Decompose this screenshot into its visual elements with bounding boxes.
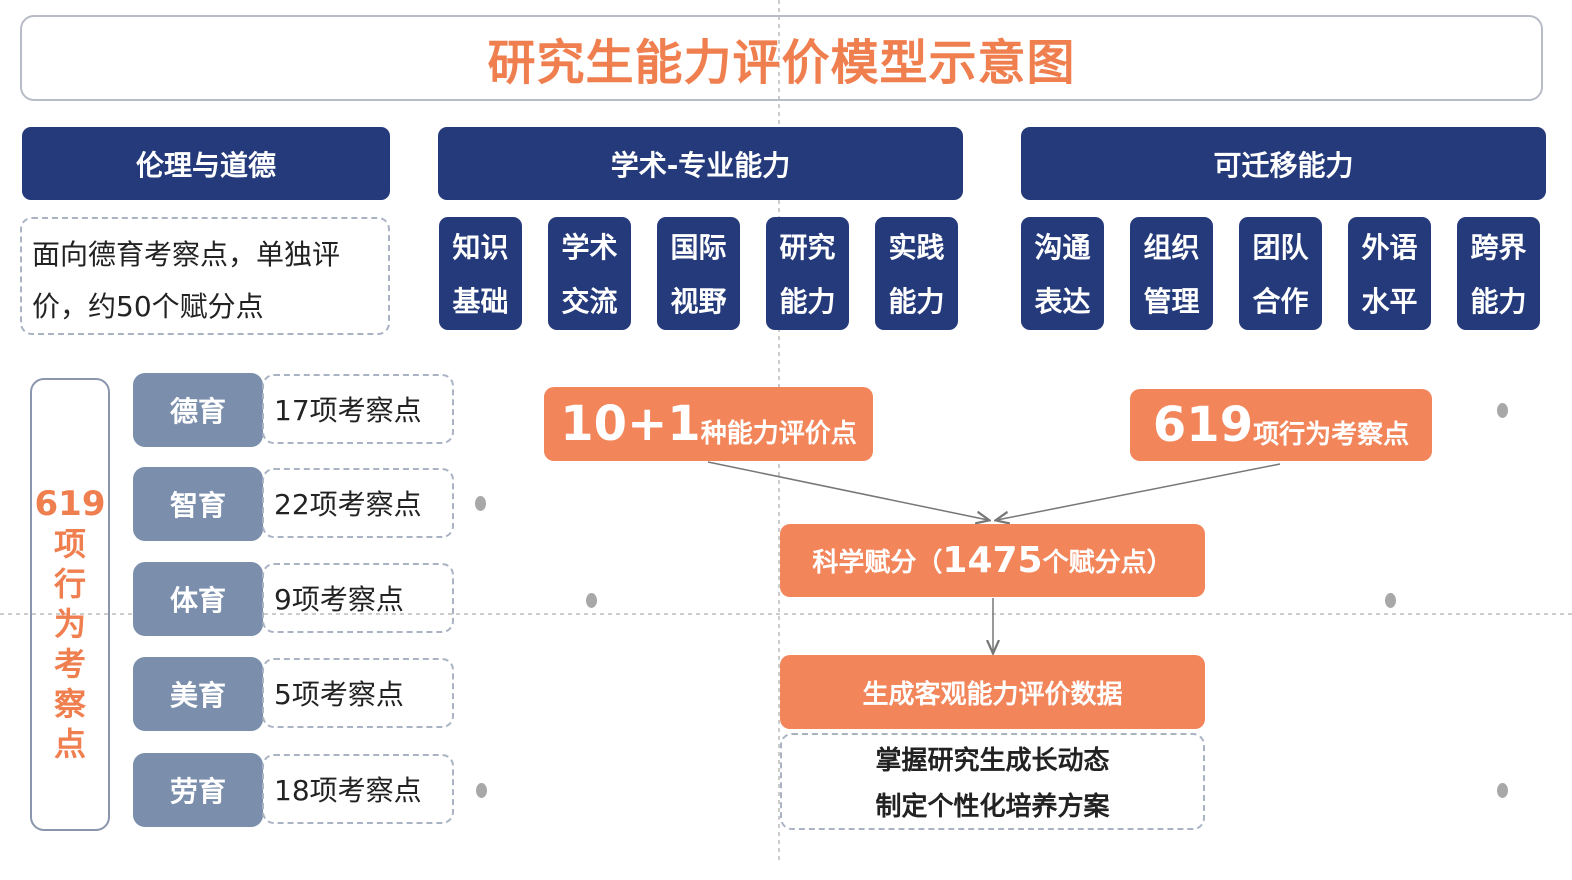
page-title: 研究生能力评价模型示意图 (487, 35, 1076, 91)
education-category: 德育 (133, 373, 263, 447)
ability-text: 种能力评价点 (700, 418, 857, 449)
academic-item: 学术交流 (548, 217, 631, 330)
transferable-item: 跨界能力 (1457, 217, 1540, 330)
academic-item: 知识基础 (439, 217, 522, 330)
education-points: 9项考察点 (262, 563, 454, 633)
academic-item-label: 实践能力 (888, 231, 945, 318)
behavior-number: 619 (1152, 397, 1254, 453)
header-label: 学术-专业能力 (610, 148, 791, 182)
scoring-box: 科学赋分（ 1475 个赋分点） (780, 524, 1205, 597)
outcome-item: 制定个性化培养方案 (875, 792, 1110, 822)
outcomes-box: 掌握研究生成长动态 制定个性化培养方案 (780, 733, 1205, 830)
header-academic: 学术-专业能力 (438, 127, 963, 200)
decorative-dot (1385, 593, 1396, 608)
scoring-number: 1475 (942, 540, 1043, 581)
side-label-text: 项行为考察点 (53, 525, 86, 763)
education-points: 22项考察点 (262, 468, 454, 538)
education-points: 17项考察点 (262, 374, 454, 444)
arrow-behavior-to-scoring (997, 463, 1281, 520)
education-points: 5项考察点 (262, 658, 454, 728)
output-box: 生成客观能力评价数据 (780, 655, 1205, 729)
education-category: 智育 (133, 467, 263, 541)
academic-item-label: 学术交流 (561, 231, 618, 318)
transferable-item-label: 外语水平 (1361, 231, 1418, 318)
academic-item: 国际视野 (657, 217, 740, 330)
behavior-text: 项行为考察点 (1253, 419, 1410, 450)
education-category: 体育 (133, 562, 263, 636)
transferable-item: 沟通表达 (1021, 217, 1104, 330)
header-label: 伦理与道德 (135, 148, 276, 182)
academic-item-label: 国际视野 (670, 231, 727, 318)
header-label: 可迁移能力 (1213, 148, 1354, 182)
transferable-item-label: 跨界能力 (1470, 231, 1527, 318)
side-label-box: 619 项行为考察点 (30, 378, 110, 831)
ability-number: 10+1 (560, 396, 701, 452)
transferable-item-label: 组织管理 (1143, 231, 1200, 318)
transferable-item-label: 沟通表达 (1034, 231, 1091, 318)
education-points: 18项考察点 (262, 754, 454, 824)
decorative-dot (475, 496, 486, 511)
header-ethics: 伦理与道德 (22, 127, 390, 200)
scoring-suffix: 个赋分点） (1042, 548, 1173, 578)
decorative-dot (1497, 403, 1508, 418)
transferable-item: 外语水平 (1348, 217, 1431, 330)
behavior-points-box: 619 项行为考察点 (1130, 389, 1432, 461)
outcome-item: 掌握研究生成长动态 (875, 746, 1110, 776)
output-text: 生成客观能力评价数据 (862, 679, 1123, 710)
ability-points-box: 10+1 种能力评价点 (544, 387, 873, 461)
title-box: 研究生能力评价模型示意图 (20, 15, 1543, 101)
ethics-note: 面向德育考察点，单独评价，约50个赋分点 (20, 217, 390, 335)
academic-item-label: 研究能力 (779, 231, 836, 318)
academic-item: 实践能力 (875, 217, 958, 330)
header-transferable: 可迁移能力 (1021, 127, 1546, 200)
side-label-number: 619 (34, 484, 106, 524)
decorative-dot (1497, 783, 1508, 798)
academic-item: 研究能力 (766, 217, 849, 330)
decorative-dot (586, 593, 597, 608)
transferable-item: 组织管理 (1130, 217, 1213, 330)
scoring-prefix: 科学赋分（ (812, 548, 943, 578)
transferable-item: 团队合作 (1239, 217, 1322, 330)
decorative-dot (476, 783, 487, 798)
education-category: 劳育 (133, 753, 263, 827)
academic-item-label: 知识基础 (452, 231, 509, 318)
arrow-ability-to-scoring (707, 461, 988, 520)
transferable-item-label: 团队合作 (1252, 231, 1309, 318)
education-category: 美育 (133, 657, 263, 731)
